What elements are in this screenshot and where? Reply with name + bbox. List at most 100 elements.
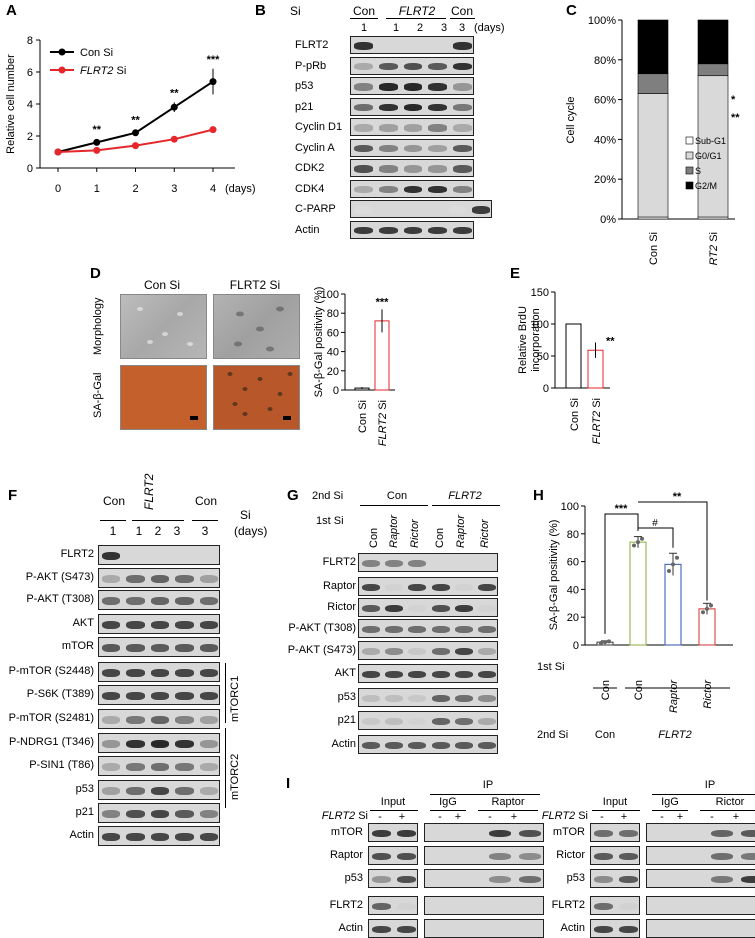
panel-g-blot-band — [431, 625, 450, 634]
h-first-si-label: Con — [600, 680, 612, 700]
h-bar — [629, 541, 647, 646]
i-si-gene-r: FLRT2 — [541, 810, 576, 822]
panel-f-day: 1 — [135, 524, 143, 538]
panel-f-blot-band — [126, 787, 145, 795]
d-cell — [147, 340, 153, 344]
panel-b-group-con2: Con — [450, 4, 473, 18]
i-right-ip-blot-band — [710, 829, 734, 838]
i-right-sign: - — [600, 811, 604, 823]
a-point — [93, 138, 101, 146]
panel-f-blot — [98, 685, 220, 705]
h-sig-1: *** — [615, 503, 629, 515]
panel-f-blot-band — [199, 763, 219, 771]
panel-f-blot-band — [175, 597, 194, 605]
a-y-tick-label: 4 — [27, 99, 33, 111]
i-left-input-blot-band — [372, 852, 391, 861]
panel-f-blot-band — [126, 740, 145, 748]
panel-f-blot-band — [101, 810, 121, 818]
i-left-ip-blot-band — [518, 829, 542, 838]
panel-f-blot-band — [126, 597, 145, 605]
e-x-gene: FLRT2 — [591, 411, 603, 444]
a-y-tick-label: 8 — [27, 35, 33, 47]
e-y-tick-label: 50 — [537, 351, 549, 363]
panel-g-blot — [358, 664, 498, 683]
a-x-tick-label: 4 — [210, 183, 216, 195]
panel-b-row-label: p21 — [295, 100, 314, 113]
h-bracket-2 — [637, 527, 674, 548]
i-right-sign: - — [710, 811, 714, 823]
panel-b-blot — [350, 220, 474, 239]
panel-b-blot-band — [378, 83, 398, 91]
panel-g-blot-band — [361, 694, 380, 703]
i-right-input-blot-band — [594, 852, 613, 861]
panel-f-blot-band — [101, 740, 121, 748]
morphology-flrt2-image — [213, 294, 300, 359]
panel-b-blot-band — [428, 83, 448, 91]
d-blue-cell — [277, 392, 283, 396]
i-left-input-blot — [368, 869, 418, 888]
d-sig: *** — [376, 296, 390, 308]
i-right-row-label: Rictor — [556, 849, 585, 861]
c-stack-segment — [637, 73, 669, 94]
i-right-row-label: FLRT2 — [551, 899, 585, 911]
panel-b-blot-band — [378, 124, 398, 132]
panel-g-blot-band — [431, 604, 450, 613]
panel-g-lane-label: Rictor — [479, 519, 491, 548]
panel-f-blot-band — [199, 810, 219, 818]
c-x-tick-gene: Con — [648, 245, 660, 265]
c-y-tick-label: 40% — [594, 134, 616, 146]
panel-f-blot-band — [199, 833, 219, 841]
panel-g-row-label: Rictor — [327, 601, 356, 613]
panel-g-blot-band — [478, 717, 497, 726]
i-right-ip-blot — [646, 896, 755, 915]
i-right-sign: + — [732, 811, 740, 823]
i-left-ip-blot-band — [488, 829, 512, 838]
i-left-sign: + — [510, 811, 518, 823]
panel-g-blot — [358, 735, 498, 754]
c-legend-swatch — [685, 151, 694, 160]
panel-f-blot-band — [150, 787, 170, 795]
panel-f-days-unit: (days) — [234, 524, 268, 538]
i-right-input-blot-band — [594, 925, 613, 934]
i-right-input-blot-band — [594, 875, 613, 884]
panel-d-col-con: Con Si — [143, 278, 181, 292]
d-y-tick-label: 40 — [327, 347, 339, 359]
a-legend-flrt2: FLRT2 Si — [80, 65, 126, 77]
a-x-tick-label: 2 — [132, 183, 138, 195]
panel-b-blot-band — [428, 103, 448, 112]
panel-b-blot-band — [472, 206, 491, 214]
panel-b-blot-band — [403, 124, 423, 132]
panel-g-blot-band — [385, 604, 403, 613]
panel-g-line-con — [360, 505, 428, 506]
panel-g-blot-band — [385, 717, 403, 726]
panel-b-blot-band — [453, 83, 473, 91]
panel-g-blot — [358, 641, 498, 660]
panel-g-blot-band — [385, 670, 403, 679]
i-right-input-blot — [590, 846, 640, 865]
panel-label-a: A — [6, 2, 17, 19]
panel-g-row-label: FLRT2 — [322, 556, 356, 568]
a-y-tick-label: 0 — [27, 163, 33, 175]
panel-g-blot-band — [385, 741, 403, 750]
i-right-input-blot-band — [619, 925, 638, 934]
a-point — [170, 135, 178, 143]
panel-b-blot-band — [453, 144, 473, 153]
h-dot — [640, 536, 644, 541]
panel-f-blot-band — [101, 692, 121, 700]
i-right-input-blot-band — [594, 829, 613, 838]
a-point — [170, 103, 178, 111]
h-first-si-label: Con — [633, 680, 645, 700]
i-si-gene: FLRT2 — [321, 810, 356, 822]
c-legend-swatch — [685, 166, 694, 175]
h-dot — [675, 555, 679, 560]
panel-f-row-label: P-mTOR (S2448) — [8, 665, 94, 677]
panel-f-blot-band — [175, 575, 194, 583]
panel-g-blot-band — [361, 625, 380, 634]
h-dot — [705, 606, 709, 611]
d-y-tick-label: 100 — [321, 289, 339, 301]
c-legend-label: G0/G1 — [695, 151, 722, 161]
a-point — [209, 126, 217, 134]
e-y-tick-label: 100 — [531, 319, 549, 331]
i-right-row-label: mTOR — [552, 826, 585, 838]
d-blue-cell — [232, 402, 238, 406]
